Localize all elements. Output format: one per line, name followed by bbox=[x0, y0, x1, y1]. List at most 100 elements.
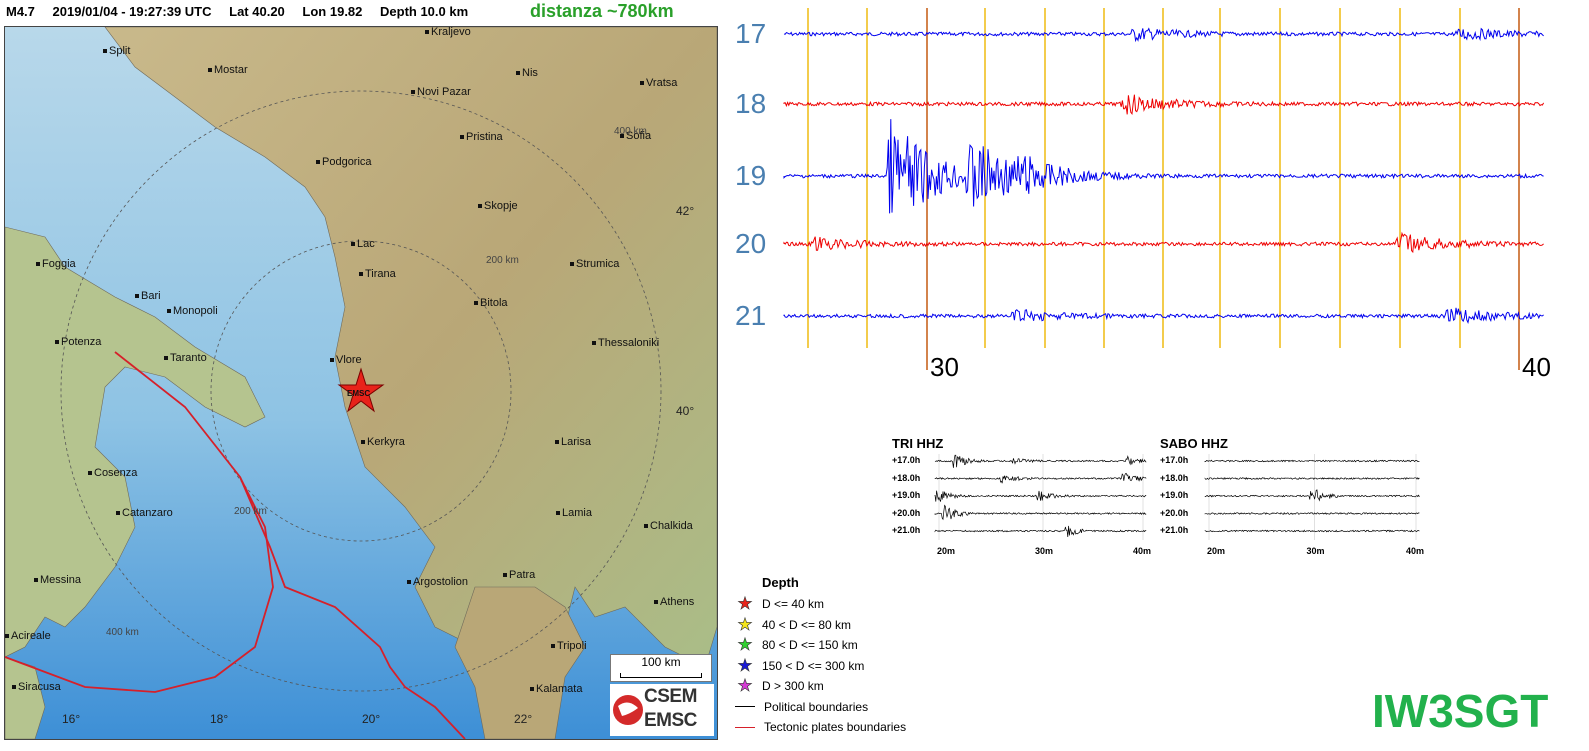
ring-label: 200 km bbox=[486, 255, 519, 266]
city-vlore: Vlore bbox=[330, 354, 362, 366]
city-monopoli: Monopoli bbox=[167, 305, 218, 317]
legend-title: Depth bbox=[762, 575, 799, 590]
tectonic-boundary bbox=[114, 351, 466, 739]
city-mostar: Mostar bbox=[208, 64, 248, 76]
station-row-label: +21.0h bbox=[1160, 525, 1189, 535]
city-thessaloniki: Thessaloniki bbox=[592, 337, 659, 349]
city-kalamata: Kalamata bbox=[530, 683, 582, 695]
city-marker bbox=[55, 340, 59, 345]
city-marker bbox=[316, 160, 320, 165]
station-row-label: +19.0h bbox=[892, 490, 921, 500]
station-row-label: +20.0h bbox=[892, 507, 921, 518]
legend-depth-item: ★ 150 < D <= 300 km bbox=[732, 655, 906, 677]
lon-label: 20° bbox=[362, 712, 381, 726]
city-novi-pazar: Novi Pazar bbox=[411, 86, 471, 98]
city-siracusa: Siracusa bbox=[12, 681, 61, 693]
city-nis: Nis bbox=[516, 67, 538, 79]
city-strumica: Strumica bbox=[570, 258, 619, 270]
tectonic-line-icon bbox=[735, 726, 755, 728]
station-trace bbox=[934, 490, 1147, 502]
station-trace bbox=[1204, 476, 1420, 481]
epicenter-map[interactable] bbox=[4, 26, 718, 740]
station-trace bbox=[934, 525, 1147, 538]
trace-hour-17 bbox=[783, 27, 1544, 43]
scale-bar-line bbox=[620, 673, 702, 678]
city-athens: Athens bbox=[654, 596, 694, 608]
station-tick-label: 20m bbox=[1207, 546, 1226, 556]
legend-depth-item: ★ D > 300 km bbox=[732, 676, 906, 697]
minute-label: 40 bbox=[1522, 352, 1551, 382]
event-lon: Lon 19.82 bbox=[302, 4, 363, 19]
city-marker bbox=[407, 580, 411, 585]
event-header: M4.7 2019/01/04 - 19:27:39 UTC Lat 40.20… bbox=[6, 4, 482, 19]
legend-depth-label: 150 < D <= 300 km bbox=[762, 658, 865, 673]
city-marker bbox=[34, 578, 38, 583]
city-bitola: Bitola bbox=[474, 297, 508, 309]
hour-label: 19 bbox=[735, 160, 767, 191]
station-row-label: +20.0h bbox=[1160, 507, 1189, 518]
lat-label: 40° bbox=[676, 404, 695, 418]
city-messina: Messina bbox=[34, 574, 81, 586]
map-canvas bbox=[5, 27, 717, 739]
city-marker bbox=[164, 356, 168, 361]
station-helicorder bbox=[934, 454, 1147, 540]
scale-bar: 100 km bbox=[610, 654, 712, 682]
legend-depth-item: ★ D <= 40 km bbox=[732, 594, 906, 615]
ring-200km bbox=[210, 240, 512, 542]
lon-label: 22° bbox=[514, 712, 533, 726]
event-datetime: 2019/01/04 - 19:27:39 UTC bbox=[52, 4, 212, 19]
city-marker bbox=[474, 301, 478, 306]
station-trace bbox=[1204, 511, 1420, 515]
city-marker bbox=[592, 341, 596, 346]
seismogram-canvas bbox=[783, 8, 1545, 370]
star-icon: ★ bbox=[737, 614, 753, 634]
legend-depth-label: D <= 40 km bbox=[762, 597, 825, 612]
ring-label: 200 km bbox=[234, 506, 267, 517]
peloponnese-landmass bbox=[454, 586, 586, 739]
city-larisa: Larisa bbox=[555, 436, 591, 448]
magnitude: M4.7 bbox=[6, 4, 35, 19]
station-row-label: +19.0h bbox=[1160, 490, 1189, 500]
station-trace bbox=[1204, 529, 1420, 533]
station-trace bbox=[934, 472, 1147, 484]
city-potenza: Potenza bbox=[55, 336, 101, 348]
city-tripoli: Tripoli bbox=[551, 640, 587, 652]
station-trace bbox=[1204, 459, 1420, 463]
ring-400km bbox=[60, 90, 662, 692]
city-marker bbox=[361, 440, 365, 445]
lon-label: 18° bbox=[210, 712, 229, 726]
station-trace bbox=[934, 454, 1147, 468]
legend-tectonic: Tectonic plates boundaries bbox=[732, 717, 906, 738]
csem-emsc-logo: CSEM EMSC bbox=[610, 684, 714, 736]
city-marker bbox=[5, 634, 9, 639]
trace-hour-18 bbox=[783, 94, 1545, 116]
city-marker bbox=[351, 242, 355, 247]
city-marker bbox=[555, 440, 559, 445]
seismogram-panel[interactable] bbox=[720, 0, 1589, 390]
ring-label: 400 km bbox=[614, 126, 647, 137]
city-marker bbox=[570, 262, 574, 267]
city-marker bbox=[36, 262, 40, 267]
city-podgorica: Podgorica bbox=[316, 156, 372, 168]
trace-hour-21 bbox=[783, 307, 1544, 325]
star-icon: ★ bbox=[737, 655, 753, 675]
legend-political: Political boundaries bbox=[732, 697, 906, 718]
city-bari: Bari bbox=[135, 290, 161, 302]
minute-label: 30 bbox=[930, 352, 959, 382]
city-catanzaro: Catanzaro bbox=[116, 507, 173, 519]
station-name: SABO HHZ bbox=[1160, 436, 1228, 451]
station-row-label: +18.0h bbox=[1160, 472, 1189, 483]
station-helicorder bbox=[1204, 454, 1420, 540]
station-tick-label: 40m bbox=[1406, 546, 1425, 556]
event-lat: Lat 40.20 bbox=[229, 4, 285, 19]
star-icon: ★ bbox=[737, 676, 753, 696]
station-row-label: +21.0h bbox=[892, 525, 921, 535]
city-marker bbox=[88, 471, 92, 476]
ring-label: 400 km bbox=[106, 627, 139, 638]
city-chalkida: Chalkida bbox=[644, 520, 693, 532]
city-lamia: Lamia bbox=[556, 507, 592, 519]
station-tick-label: 40m bbox=[1133, 546, 1152, 556]
city-marker bbox=[478, 204, 482, 209]
hour-label: 21 bbox=[735, 300, 767, 331]
legend-depth-label: D > 300 km bbox=[762, 679, 824, 694]
